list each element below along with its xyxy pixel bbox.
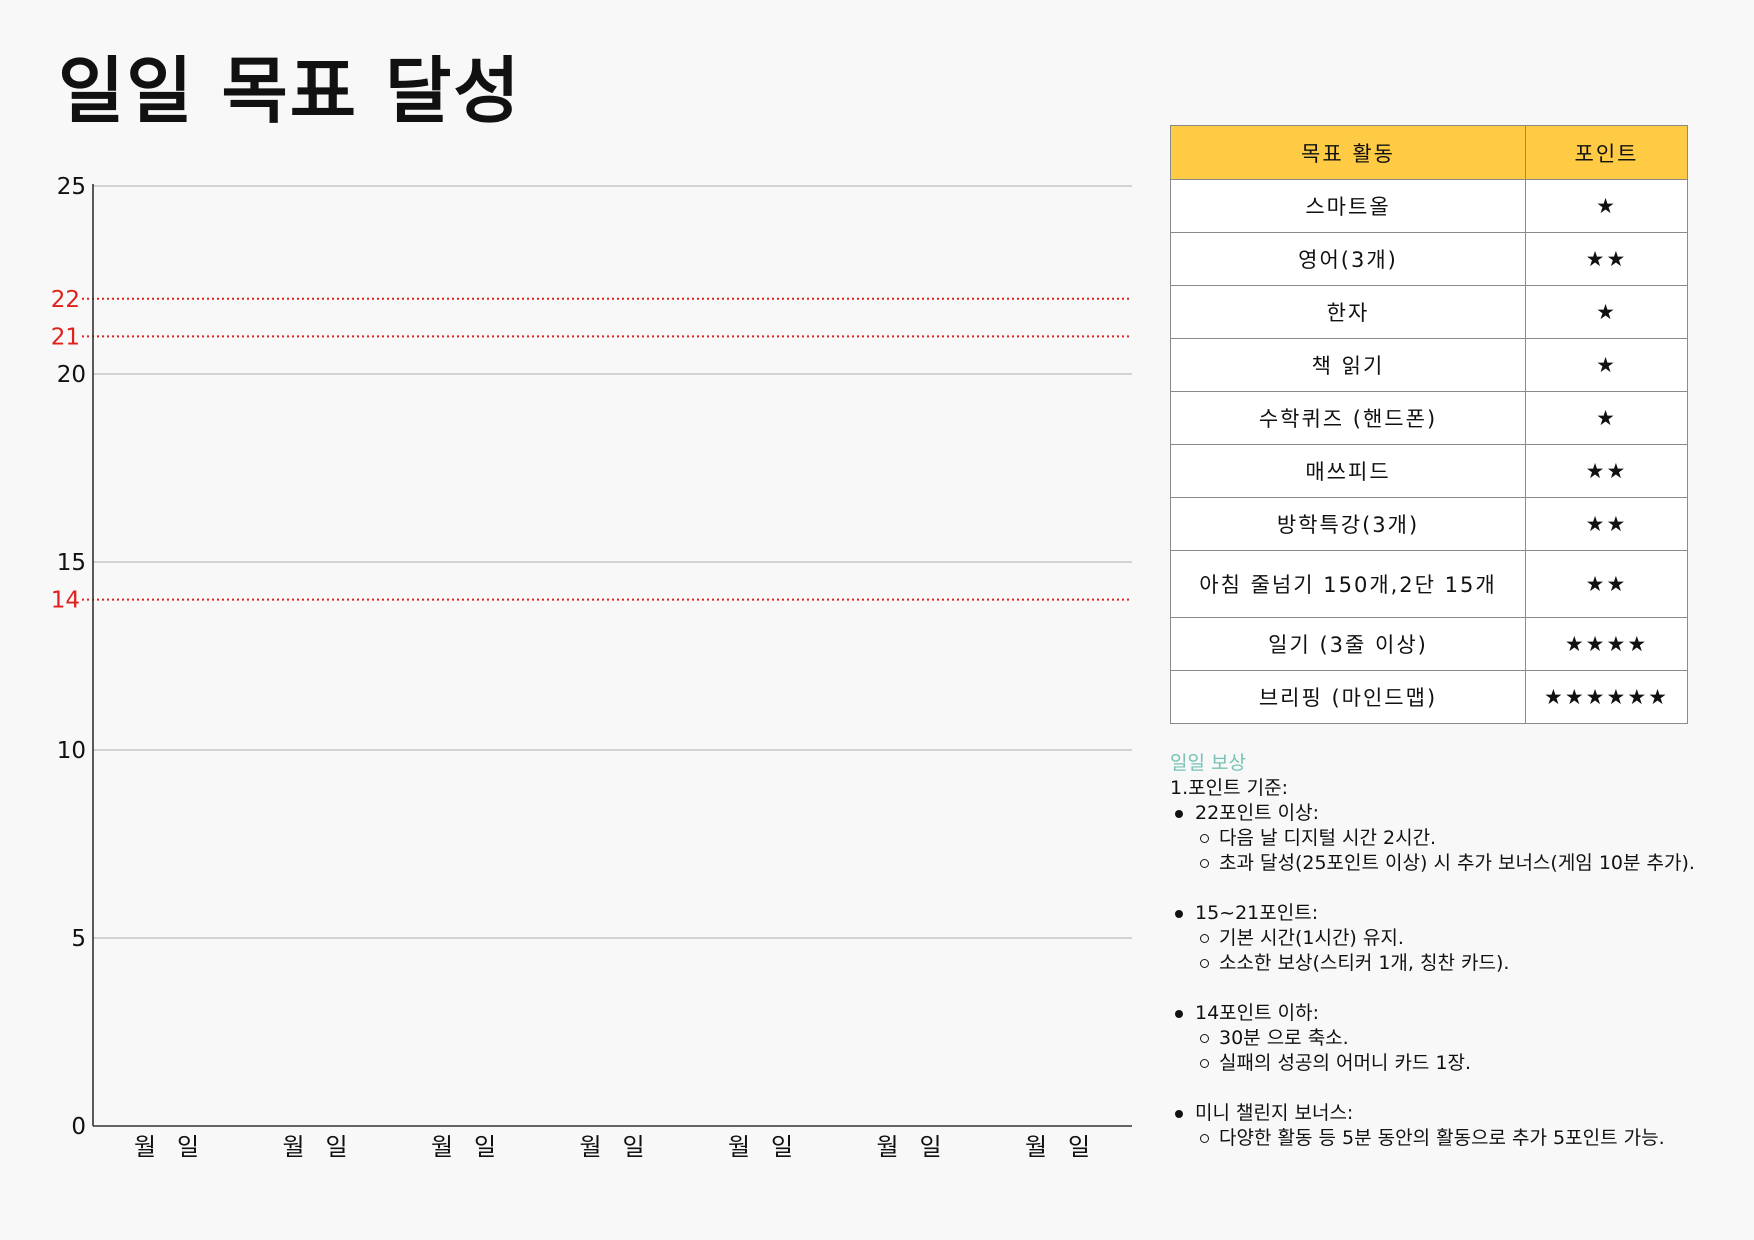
y-tick-label: 15	[57, 550, 86, 576]
table-row: 방학특강(3개) ★★	[1170, 497, 1688, 551]
activity-cell: 아침 줄넘기 150개,2단 15개	[1170, 550, 1526, 618]
reward-tier: 15~21포인트: 기본 시간(1시간) 유지. 소소한 보상(스티커 1개, …	[1170, 901, 1730, 976]
reward-item: 다음 날 디지털 시간 2시간.	[1195, 826, 1730, 851]
chart-axes	[92, 184, 1132, 1127]
points-cell: ★	[1525, 338, 1688, 392]
x-month-label: 월	[579, 1133, 601, 1161]
x-month-label: 월	[134, 1133, 156, 1161]
activity-cell: 영어(3개)	[1170, 232, 1526, 286]
reward-tier-items: 다음 날 디지털 시간 2시간. 초과 달성(25포인트 이상) 시 추가 보너…	[1195, 826, 1730, 876]
points-cell: ★★	[1525, 550, 1688, 618]
x-day-label: 일	[622, 1133, 644, 1161]
table-row: 책 읽기 ★	[1170, 338, 1688, 392]
y-tick-label: 0	[71, 1114, 86, 1140]
reward-tier: 미니 챌린지 보너스: 다양한 활동 등 5분 동안의 활동으로 추가 5포인트…	[1170, 1101, 1730, 1151]
x-day-label: 일	[474, 1133, 496, 1161]
points-cell: ★★	[1525, 497, 1688, 551]
reference-line-label: 21	[51, 324, 80, 350]
y-tick-label: 5	[71, 926, 86, 952]
activity-cell: 책 읽기	[1170, 338, 1526, 392]
points-table-header: 목표 활동 포인트	[1170, 125, 1688, 180]
table-row: 스마트올 ★	[1170, 179, 1688, 233]
x-day-label: 일	[919, 1133, 941, 1161]
table-row: 수학퀴즈 (핸드폰) ★	[1170, 391, 1688, 445]
page-title: 일일 목표 달성	[58, 49, 522, 133]
grid-lines	[93, 185, 1132, 939]
x-month-label: 월	[431, 1133, 453, 1161]
x-month-label: 월	[1025, 1133, 1047, 1161]
reward-tier-list: 22포인트 이상: 다음 날 디지털 시간 2시간. 초과 달성(25포인트 이…	[1170, 801, 1730, 1151]
activity-cell: 매쓰피드	[1170, 444, 1526, 498]
x-month-label: 월	[282, 1133, 304, 1161]
reference-line-label: 22	[51, 287, 80, 313]
activity-cell: 일기 (3줄 이상)	[1170, 617, 1526, 671]
table-row: 매쓰피드 ★★	[1170, 444, 1688, 498]
x-month-label: 월	[876, 1133, 898, 1161]
reward-tier: 22포인트 이상: 다음 날 디지털 시간 2시간. 초과 달성(25포인트 이…	[1170, 801, 1730, 876]
points-cell: ★	[1525, 285, 1688, 339]
reward-item: 기본 시간(1시간) 유지.	[1195, 926, 1730, 951]
x-day-label: 일	[177, 1133, 199, 1161]
rewards-rule: 1.포인트 기준:	[1170, 777, 1288, 799]
reward-item: 30분 으로 축소.	[1195, 1026, 1730, 1051]
rewards-heading: 일일 보상	[1170, 752, 1246, 774]
activity-cell: 한자	[1170, 285, 1526, 339]
reward-tier: 14포인트 이하: 30분 으로 축소. 실패의 성공의 어머니 카드 1장.	[1170, 1001, 1730, 1076]
reward-tier-label: 22포인트 이상:	[1195, 802, 1320, 824]
points-cell: ★★	[1525, 444, 1688, 498]
points-table: 목표 활동 포인트 스마트올 ★ 영어(3개) ★★ 한자 ★ 책 읽기 ★ 수학퀴즈 …	[1170, 125, 1688, 724]
activity-cell: 브리핑 (마인드맵)	[1170, 670, 1526, 724]
reference-line-label: 14	[51, 588, 80, 614]
table-row: 한자 ★	[1170, 285, 1688, 339]
x-day-label: 일	[1068, 1133, 1090, 1161]
activity-cell: 수학퀴즈 (핸드폰)	[1170, 391, 1526, 445]
y-tick-labels: 0 5 10 15 20 25	[57, 174, 86, 1140]
daily-rewards: 일일 보상 1.포인트 기준: 22포인트 이상: 다음 날 디지털 시간 2시…	[1170, 751, 1730, 1176]
points-cell: ★★★★	[1525, 617, 1688, 671]
table-row: 영어(3개) ★★	[1170, 232, 1688, 286]
reward-tier-label: 미니 챌린지 보너스:	[1195, 1102, 1354, 1124]
reward-tier-label: 15~21포인트:	[1195, 902, 1319, 924]
reference-lines: 22 21 14	[51, 287, 1132, 614]
header-points: 포인트	[1525, 125, 1688, 180]
reward-tier-items: 다양한 활동 등 5분 동안의 활동으로 추가 5포인트 가능.	[1195, 1126, 1730, 1151]
y-tick-label: 10	[57, 738, 86, 764]
x-month-label: 월	[728, 1133, 750, 1161]
reward-tier-label: 14포인트 이하:	[1195, 1002, 1320, 1024]
activity-cell: 스마트올	[1170, 179, 1526, 233]
x-day-label: 일	[325, 1133, 347, 1161]
points-cell: ★★★★★★	[1525, 670, 1688, 724]
table-row: 브리핑 (마인드맵) ★★★★★★	[1170, 670, 1688, 724]
y-tick-label: 25	[57, 174, 86, 200]
reward-item: 초과 달성(25포인트 이상) 시 추가 보너스(게임 10분 추가).	[1195, 851, 1730, 876]
reward-tier-items: 30분 으로 축소. 실패의 성공의 어머니 카드 1장.	[1195, 1026, 1730, 1076]
activity-cell: 방학특강(3개)	[1170, 497, 1526, 551]
y-tick-label: 20	[57, 362, 86, 388]
table-row: 일기 (3줄 이상) ★★★★	[1170, 617, 1688, 671]
reward-item: 실패의 성공의 어머니 카드 1장.	[1195, 1051, 1730, 1076]
points-cell: ★★	[1525, 232, 1688, 286]
table-row: 아침 줄넘기 150개,2단 15개 ★★	[1170, 550, 1688, 618]
reward-tier-items: 기본 시간(1시간) 유지. 소소한 보상(스티커 1개, 칭찬 카드).	[1195, 926, 1730, 976]
x-day-label: 일	[771, 1133, 793, 1161]
points-cell: ★	[1525, 179, 1688, 233]
reward-item: 소소한 보상(스티커 1개, 칭찬 카드).	[1195, 951, 1730, 976]
header-activity: 목표 활동	[1170, 125, 1526, 180]
reward-item: 다양한 활동 등 5분 동안의 활동으로 추가 5포인트 가능.	[1195, 1126, 1730, 1151]
points-cell: ★	[1525, 391, 1688, 445]
